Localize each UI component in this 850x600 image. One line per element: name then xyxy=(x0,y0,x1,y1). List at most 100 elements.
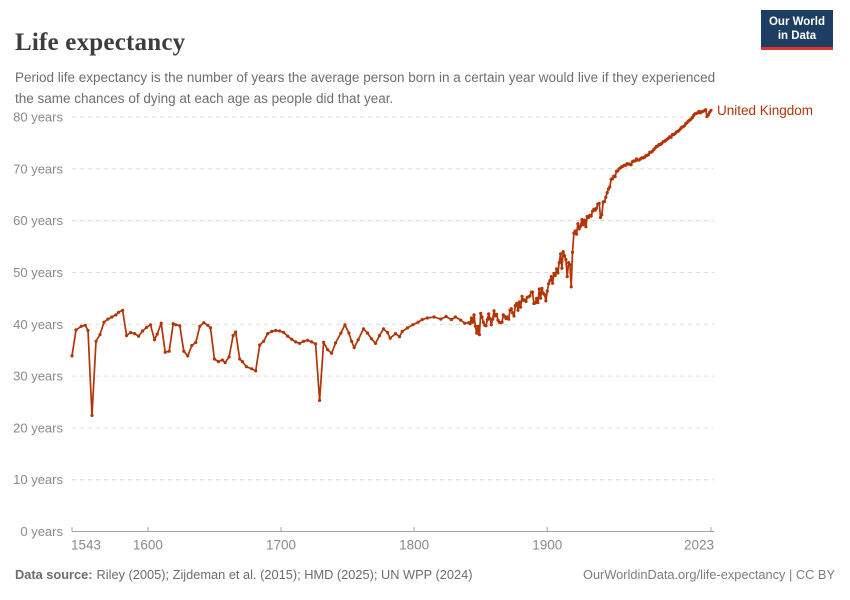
data-point[interactable] xyxy=(381,327,386,331)
data-point[interactable] xyxy=(568,263,572,267)
data-point[interactable] xyxy=(314,342,318,346)
data-point[interactable] xyxy=(373,341,378,345)
data-point[interactable] xyxy=(489,323,493,327)
data-point[interactable] xyxy=(216,360,220,364)
data-point[interactable] xyxy=(507,317,511,321)
data-point[interactable] xyxy=(512,314,516,318)
data-point[interactable] xyxy=(155,332,159,336)
data-point[interactable] xyxy=(488,317,492,321)
data-point[interactable] xyxy=(535,296,539,300)
data-point[interactable] xyxy=(310,340,314,344)
data-point[interactable] xyxy=(515,301,519,306)
data-point[interactable] xyxy=(576,222,580,226)
data-point[interactable] xyxy=(553,273,557,278)
data-point[interactable] xyxy=(318,398,322,402)
data-point[interactable] xyxy=(484,324,488,328)
series-label[interactable]: United Kingdom xyxy=(717,103,813,118)
data-point[interactable] xyxy=(537,287,541,291)
data-point[interactable] xyxy=(481,320,485,324)
data-point[interactable] xyxy=(94,339,98,343)
data-point[interactable] xyxy=(556,271,560,275)
data-point[interactable] xyxy=(472,313,476,317)
data-point[interactable] xyxy=(290,337,294,341)
data-point[interactable] xyxy=(597,201,601,206)
data-point[interactable] xyxy=(613,175,617,179)
data-point[interactable] xyxy=(561,250,565,254)
data-point[interactable] xyxy=(266,332,270,336)
data-point[interactable] xyxy=(377,334,382,338)
data-point[interactable] xyxy=(473,324,477,328)
data-point[interactable] xyxy=(369,337,374,341)
data-point[interactable] xyxy=(86,328,90,333)
data-point[interactable] xyxy=(334,341,338,345)
data-point[interactable] xyxy=(231,334,235,338)
data-point[interactable] xyxy=(244,365,248,369)
data-point[interactable] xyxy=(347,331,351,335)
data-point[interactable] xyxy=(476,324,480,328)
data-point[interactable] xyxy=(178,324,182,328)
data-point[interactable] xyxy=(608,185,612,189)
data-point[interactable] xyxy=(110,315,114,319)
data-point[interactable] xyxy=(479,311,483,315)
data-point[interactable] xyxy=(449,318,453,322)
data-point[interactable] xyxy=(517,300,521,304)
data-point[interactable] xyxy=(600,213,604,217)
data-point[interactable] xyxy=(480,315,484,319)
data-point[interactable] xyxy=(190,343,194,348)
data-point[interactable] xyxy=(83,323,87,327)
data-point[interactable] xyxy=(186,354,190,358)
data-point[interactable] xyxy=(500,320,504,324)
data-point[interactable] xyxy=(238,357,242,361)
owid-logo[interactable]: Our World in Data xyxy=(760,10,833,50)
data-point[interactable] xyxy=(519,305,523,309)
data-point[interactable] xyxy=(646,153,651,157)
data-point[interactable] xyxy=(220,358,224,362)
data-point[interactable] xyxy=(182,349,186,353)
data-point[interactable] xyxy=(270,329,274,334)
data-point[interactable] xyxy=(492,309,496,313)
data-point[interactable] xyxy=(102,320,106,324)
data-point[interactable] xyxy=(602,199,607,204)
data-point[interactable] xyxy=(563,254,567,258)
data-point[interactable] xyxy=(578,224,583,228)
data-point[interactable] xyxy=(326,348,330,352)
data-point[interactable] xyxy=(459,318,463,322)
data-point[interactable] xyxy=(274,328,278,333)
data-point[interactable] xyxy=(141,329,145,333)
data-point[interactable] xyxy=(282,330,286,335)
data-point[interactable] xyxy=(171,322,175,326)
data-point[interactable] xyxy=(549,275,553,279)
data-point[interactable] xyxy=(294,340,298,344)
data-point[interactable] xyxy=(286,334,290,338)
data-point[interactable] xyxy=(669,135,673,139)
data-point[interactable] xyxy=(477,333,481,337)
data-point[interactable] xyxy=(343,323,347,327)
data-point[interactable] xyxy=(361,327,366,331)
data-point[interactable] xyxy=(397,335,402,339)
data-point[interactable] xyxy=(106,317,110,321)
data-point[interactable] xyxy=(405,326,410,330)
data-point[interactable] xyxy=(439,317,443,321)
data-point[interactable] xyxy=(533,301,537,305)
data-point[interactable] xyxy=(471,320,475,324)
data-point[interactable] xyxy=(598,215,603,220)
data-point[interactable] xyxy=(262,339,266,343)
data-point[interactable] xyxy=(114,313,118,317)
data-point[interactable] xyxy=(400,329,404,334)
data-point[interactable] xyxy=(393,332,398,336)
data-point[interactable] xyxy=(536,300,540,305)
data-point[interactable] xyxy=(223,361,227,365)
data-point[interactable] xyxy=(137,334,141,338)
data-point[interactable] xyxy=(539,296,543,300)
data-point[interactable] xyxy=(545,289,549,293)
data-point[interactable] xyxy=(79,324,83,328)
data-point[interactable] xyxy=(198,324,202,328)
data-point[interactable] xyxy=(416,320,420,324)
data-point[interactable] xyxy=(163,350,167,354)
data-point[interactable] xyxy=(570,250,575,254)
data-point[interactable] xyxy=(339,331,343,335)
data-point[interactable] xyxy=(254,369,258,373)
data-point[interactable] xyxy=(495,312,499,316)
data-point[interactable] xyxy=(152,338,157,342)
data-point[interactable] xyxy=(524,299,528,304)
